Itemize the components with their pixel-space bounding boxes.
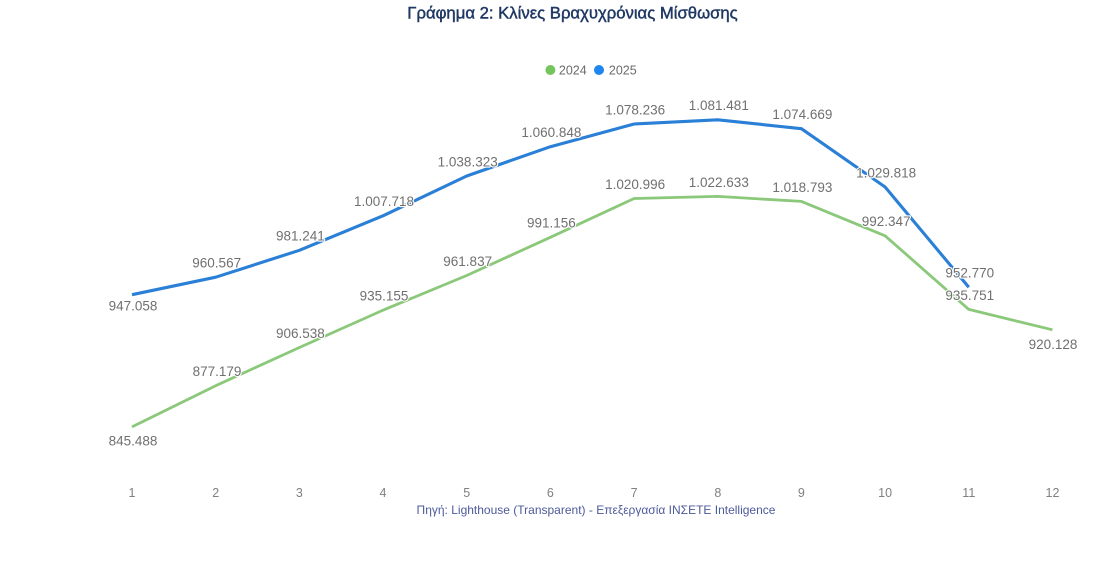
svg-text:952.770: 952.770: [945, 266, 994, 281]
svg-text:947.058: 947.058: [109, 298, 158, 313]
svg-text:920.128: 920.128: [1029, 337, 1078, 352]
svg-text:1.074.669: 1.074.669: [772, 107, 832, 122]
svg-text:877.179: 877.179: [193, 364, 242, 379]
svg-text:1.022.633: 1.022.633: [689, 175, 749, 190]
svg-text:1.060.848: 1.060.848: [521, 125, 581, 140]
svg-text:961.837: 961.837: [443, 254, 492, 269]
svg-text:Γράφημα 2: Κλίνες Βραχυχρόνιας: Γράφημα 2: Κλίνες Βραχυχρόνιας Μίσθωσης: [407, 4, 737, 23]
svg-text:1.018.793: 1.018.793: [772, 180, 832, 195]
svg-text:7: 7: [631, 486, 638, 500]
svg-text:2024: 2024: [559, 64, 587, 78]
svg-text:1.029.818: 1.029.818: [856, 165, 916, 180]
svg-text:9: 9: [798, 486, 805, 500]
svg-text:935.751: 935.751: [945, 288, 994, 303]
svg-text:1.081.481: 1.081.481: [689, 98, 749, 113]
svg-text:981.241: 981.241: [276, 229, 325, 244]
svg-text:6: 6: [547, 486, 554, 500]
svg-text:2025: 2025: [609, 64, 637, 78]
svg-text:4: 4: [380, 486, 387, 500]
svg-text:12: 12: [1046, 486, 1060, 500]
svg-text:1.020.996: 1.020.996: [605, 177, 665, 192]
svg-text:11: 11: [962, 486, 975, 500]
svg-text:1: 1: [129, 486, 136, 500]
svg-text:845.488: 845.488: [109, 433, 158, 448]
svg-text:5: 5: [463, 486, 470, 500]
svg-text:991.156: 991.156: [527, 216, 576, 231]
svg-text:2: 2: [212, 486, 219, 500]
svg-text:1.038.323: 1.038.323: [438, 154, 498, 169]
svg-text:935.155: 935.155: [360, 289, 409, 304]
svg-text:8: 8: [714, 486, 721, 500]
svg-text:960.567: 960.567: [192, 256, 241, 271]
svg-text:3: 3: [296, 486, 303, 500]
svg-text:906.538: 906.538: [276, 326, 325, 341]
svg-text:10: 10: [878, 486, 892, 500]
svg-text:1.078.236: 1.078.236: [605, 102, 665, 117]
svg-text:1.007.718: 1.007.718: [354, 194, 414, 209]
svg-text:Πηγή: Lighthouse (Transparent): Πηγή: Lighthouse (Transparent) - Επεξεργ…: [417, 503, 776, 517]
svg-text:992.347: 992.347: [862, 214, 911, 229]
